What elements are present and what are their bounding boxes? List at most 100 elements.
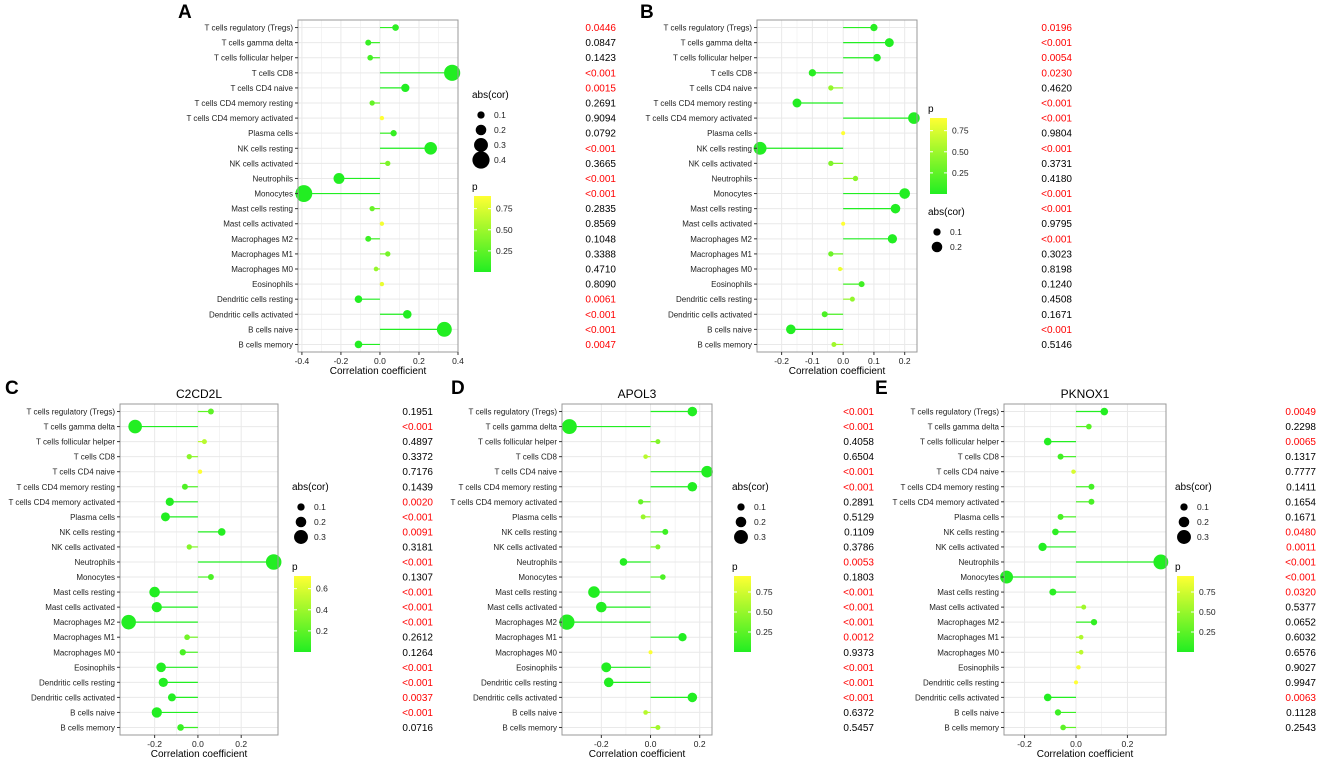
lollipop-point [1038,542,1047,552]
lollipop-point [821,311,828,318]
color-legend-bar [734,576,751,652]
lollipop-point [436,321,452,337]
size-legend-label: 0.3 [314,532,326,542]
y-tick-label: T cells follicular helper [920,438,999,447]
lollipop-point [402,309,412,319]
y-tick-label: Mast cells resting [53,588,115,597]
y-tick-label: Mast cells activated [487,603,557,612]
p-value-label: <0.001 [402,708,433,719]
lollipop-point [1078,634,1084,640]
lollipop-point [158,677,168,687]
size-legend-key [737,503,745,511]
y-tick-label: Eosinophils [516,663,557,672]
p-value-label: 0.8090 [585,280,616,291]
lollipop-point [655,724,661,730]
chart-title: C2CD2L [176,387,222,401]
y-tick-label: Mast cells activated [682,220,752,229]
y-tick-label: Plasma cells [248,129,293,138]
lollipop-point [873,53,881,62]
lollipop-point [151,601,162,613]
p-value-label: 0.0047 [585,340,616,351]
y-tick-label: T cells CD4 memory resting [16,483,115,492]
y-tick-label: Monocytes [960,573,999,582]
x-tick-label: 0.2 [1122,739,1134,749]
lollipop-point [121,614,136,630]
y-tick-label: Eosinophils [74,663,115,672]
y-tick-label: T cells CD8 [252,69,294,78]
lollipop-point [588,586,600,598]
lollipop-point [786,324,796,335]
y-tick-label: Dendritic cells resting [923,678,999,687]
y-tick-label: T cells regulatory (Tregs) [205,24,294,33]
x-tick-label: 0.2 [413,356,425,366]
y-tick-label: Dendritic cells activated [209,310,293,319]
lollipop-point [184,634,190,641]
y-tick-label: Mast cells activated [929,603,999,612]
p-value-label: 0.2298 [1285,422,1316,433]
color-legend-label: 0.25 [1199,627,1216,637]
lollipop-point [365,235,372,242]
p-value-label: 0.1109 [844,527,874,538]
p-value-label: <0.001 [1041,189,1072,200]
size-legend-key [933,228,941,236]
lollipop-point [655,544,661,550]
y-tick-label: Macrophages M0 [53,648,115,657]
color-legend-label: 0.4 [316,605,328,615]
p-value-label: <0.001 [402,588,433,599]
x-tick-label: 0.0 [192,739,204,749]
y-tick-label: T cells CD4 naive [230,84,293,93]
lollipop-point [207,408,214,415]
y-tick-label: Monocytes [518,573,557,582]
color-legend-label: 0.25 [496,246,513,256]
p-value-label: <0.001 [585,144,616,155]
y-tick-label: Dendritic cells activated [668,310,752,319]
y-tick-label: T cells CD8 [958,453,1000,462]
p-value-label: 0.4897 [402,437,433,448]
lollipop-point [561,419,577,435]
lollipop-point [852,175,859,182]
lollipop-point [828,160,834,167]
p-value-label: 0.2835 [585,204,616,215]
p-value-label: <0.001 [585,189,616,200]
lollipop-point [1088,498,1095,505]
size-legend-key [734,530,748,544]
p-value-label: 0.5129 [843,512,874,523]
p-value-label: <0.001 [843,603,874,614]
size-legend-label: 0.3 [494,140,506,150]
size-legend-key [931,241,943,253]
p-value-label: <0.001 [402,557,433,568]
lollipop-point [887,234,898,244]
x-tick-label: 0.2 [235,739,247,749]
lollipop-point [601,662,612,673]
y-tick-label: T cells regulatory (Tregs) [469,408,558,417]
y-tick-label: Eosinophils [252,280,293,289]
lollipop-point [1057,453,1064,460]
p-value-label: <0.001 [1041,234,1072,245]
p-value-label: <0.001 [1041,38,1072,49]
color-legend-label: 0.25 [952,168,969,178]
size-legend-label: 0.1 [754,502,766,512]
y-tick-label: T cells CD8 [711,69,753,78]
p-value-label: 0.2612 [402,633,433,644]
y-tick-label: B cells memory [944,723,999,732]
p-value-label: 0.1654 [1285,497,1316,508]
size-legend-label: 0.1 [494,110,506,120]
lollipop-point [179,649,186,656]
y-tick-label: T cells CD4 memory activated [8,498,115,507]
y-tick-label: Dendritic cells activated [915,693,999,702]
p-value-label: 0.1439 [402,482,433,493]
p-value-label: <0.001 [402,663,433,674]
y-tick-label: T cells gamma delta [928,423,1000,432]
y-tick-label: Plasma cells [954,513,999,522]
p-value-label: 0.4620 [1041,83,1072,94]
x-tick-label: 0.0 [374,356,386,366]
y-tick-label: Eosinophils [958,663,999,672]
panel-letter: E [875,378,888,399]
size-legend-label: 0.3 [754,532,766,542]
lollipop-point [333,172,345,184]
y-tick-label: Dendritic cells activated [473,693,557,702]
p-value-label: 0.0049 [1285,407,1316,418]
p-value-label: 0.0054 [1041,53,1072,64]
size-legend-title: abs(cor) [1175,482,1212,493]
